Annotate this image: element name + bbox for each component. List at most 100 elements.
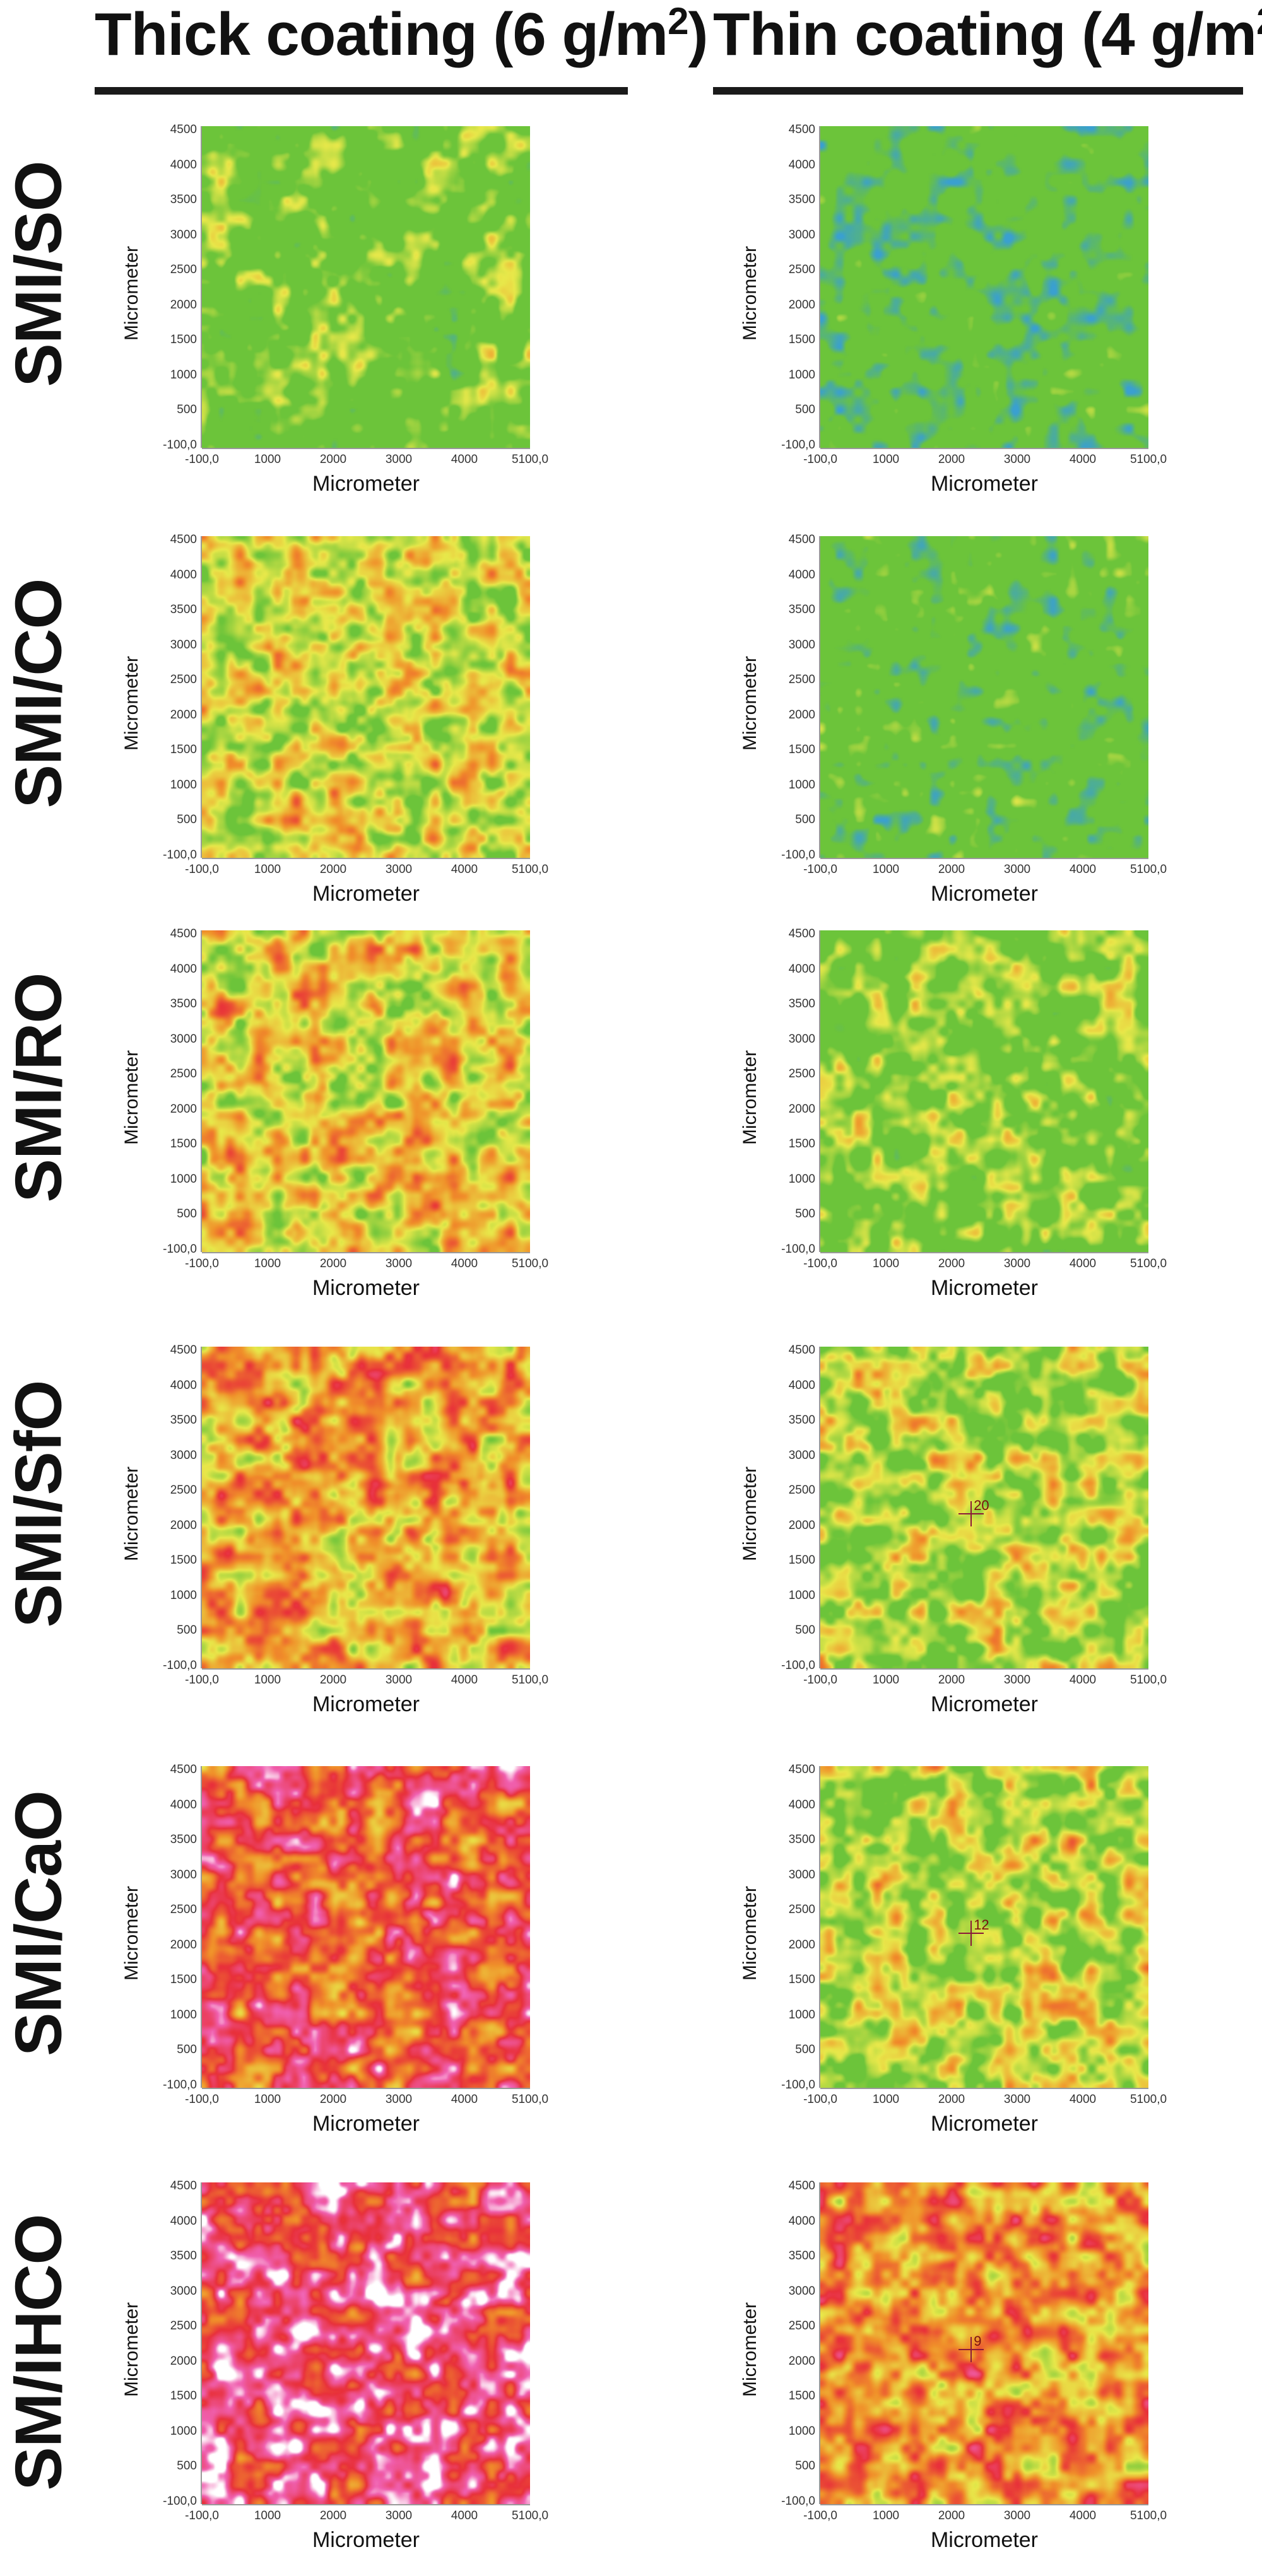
y-tick-label: 3500 [170,1414,197,1427]
x-tick-label: 1000 [254,453,281,466]
y-tick-label: 2000 [170,1938,197,1952]
x-axis-line [202,2088,530,2089]
y-tick-label: 3500 [170,603,197,617]
y-tick-label: 1500 [788,2389,815,2403]
y-tick-label: 1000 [788,778,815,792]
y-axis-label: Micrometer [740,1885,760,1981]
y-tick-label: 2000 [788,1938,815,1952]
row-label-smi-cao: SMI/CaO [2,1791,76,2056]
y-tick-label: 2000 [170,1102,197,1116]
y-tick-label: 2500 [788,673,815,687]
y-tick-label: 3500 [788,2249,815,2263]
x-tick-label: -100,0 [185,2509,219,2522]
x-axis-line [820,1668,1148,1670]
y-axis-line [201,2182,202,2504]
heatmap-thick-smi-so [202,126,530,448]
y-tick-label: 1500 [170,743,197,757]
x-tick-label: 5100,0 [1129,453,1167,466]
x-axis-line [202,1668,530,1670]
y-axis-label: Micrometer [121,1885,142,1981]
x-axis-line [202,2504,530,2505]
y-tick-label: 500 [177,2043,197,2057]
y-tick-label: 2500 [170,2319,197,2333]
y-tick-label: -100,0 [781,2078,815,2092]
y-tick-label: -100,0 [163,438,197,452]
cursor-value-label: 9 [974,2333,982,2350]
x-tick-label: 2000 [319,863,347,876]
x-tick-label: 5100,0 [1129,863,1167,876]
y-tick-label: 3500 [170,997,197,1011]
x-tick-label: -100,0 [803,1673,837,1687]
x-tick-label: 3000 [1003,2093,1031,2106]
y-axis-label: Micrometer [121,655,142,751]
x-axis-label: Micrometer [312,472,420,496]
x-tick-label: 2000 [319,1673,347,1687]
x-tick-label: 1000 [872,453,900,466]
y-tick-label: 4500 [170,123,197,137]
heatmap-thin-smi-ihco [820,2182,1148,2504]
map-panel-thick-smi-sfo: 4500 4000 3500 3000 2500 2000 1500 1000 500 -100,… [121,1344,548,1716]
y-tick-label: 2000 [788,298,815,312]
y-tick-label: 500 [177,2459,197,2473]
y-tick-label: 1000 [170,1172,197,1186]
y-tick-label: 4000 [170,1798,197,1812]
y-tick-label: 500 [795,1624,815,1637]
x-tick-label: -100,0 [185,453,219,466]
y-tick-label: 3000 [788,1032,815,1046]
y-axis-label: Micrometer [740,655,760,751]
x-tick-label: 3000 [385,2509,413,2522]
crosshair-cursor-icon [958,2337,984,2363]
y-tick-label: 3500 [788,1833,815,1847]
map-panel-thick-smi-so: 4500 4000 3500 3000 2500 2000 1500 1000 500 -100,… [121,123,548,496]
heatmap-thin-smi-cao [820,1766,1148,2088]
heatmap-thick-smi-co [202,536,530,858]
y-tick-label: 4000 [788,962,815,976]
cursor-value-label: 20 [974,1497,989,1514]
x-tick-label: 1000 [254,2509,281,2522]
heatmap-thick-smi-sfo [202,1347,530,1668]
y-tick-label: 2500 [788,1484,815,1497]
map-panel-thin-smi-ihco: 4500 4000 3500 3000 2500 2000 1500 1000 500 -100,… [740,2179,1167,2552]
y-tick-label: -100,0 [781,438,815,452]
row-label-smi-ro: SMI/RO [2,973,76,1203]
row-label-smi-sfo: SMI/SfO [2,1380,76,1628]
x-tick-label: 1000 [254,1673,281,1687]
y-tick-label: -100,0 [163,2494,197,2508]
y-tick-label: 2500 [170,1903,197,1917]
column-title-thin: Thin coating (4 g/m2) [713,0,1262,82]
y-axis-label: Micrometer [740,1466,760,1561]
y-axis-label: Micrometer [121,1466,142,1561]
y-tick-label: 4500 [170,533,197,547]
x-tick-label: 2000 [938,2509,965,2522]
y-tick-label: 1000 [788,1172,815,1186]
y-tick-label: 2500 [788,263,815,277]
column-title-text: Thick coating (6 g/m [95,1,668,68]
x-tick-label: 3000 [1003,1257,1031,1270]
y-tick-label: -100,0 [781,2494,815,2508]
x-tick-label: 4000 [451,1257,478,1270]
y-tick-label: 4000 [170,2214,197,2228]
map-panel-thin-smi-co: 4500 4000 3500 3000 2500 2000 1500 1000 500 -100,… [740,533,1167,906]
map-panel-thick-smi-ihco: 4500 4000 3500 3000 2500 2000 1500 1000 500 -100,… [121,2179,548,2552]
x-tick-label: 1000 [254,863,281,876]
y-tick-label: 1000 [170,778,197,792]
y-axis-line [819,126,820,448]
y-axis-line [819,930,820,1252]
y-tick-label: 4000 [788,158,815,172]
x-tick-label: 4000 [451,863,478,876]
y-tick-label: 4000 [170,1378,197,1392]
y-axis-line [201,536,202,858]
heatmap-thin-smi-so [820,126,1148,448]
map-panel-thin-smi-so: 4500 4000 3500 3000 2500 2000 1500 1000 500 -100,… [740,123,1167,496]
y-tick-label: 500 [795,2043,815,2057]
x-axis-label: Micrometer [312,1276,420,1300]
y-tick-label: -100,0 [781,1242,815,1256]
y-tick-label: 4000 [788,568,815,582]
y-tick-label: 3000 [170,1868,197,1882]
y-tick-label: -100,0 [163,848,197,862]
x-axis-line [202,448,530,449]
x-tick-label: 4000 [451,2093,478,2106]
heatmap-thick-smi-ihco [202,2182,530,2504]
x-axis-line [202,1252,530,1253]
column-title-close: ) [688,1,709,68]
